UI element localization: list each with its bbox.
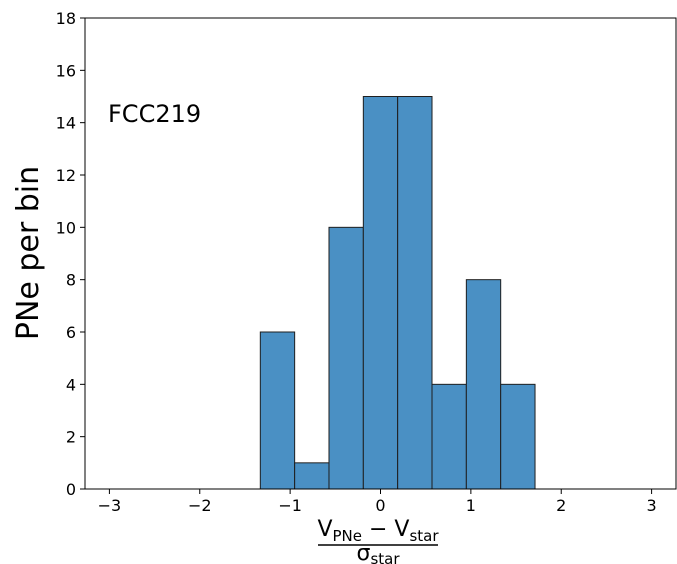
y-axis-ticks: 0 2 4 6 8 10 12 14 16 18: [56, 9, 85, 499]
x-axis-label-numerator: VPNe − Vstar: [317, 517, 439, 545]
histogram-bar: [397, 96, 433, 490]
histogram-bar: [431, 383, 467, 490]
plot-annotation: FCC219: [108, 100, 201, 128]
x-axis-label-denominator: σstar: [356, 541, 400, 564]
x-tick-label: 0: [375, 496, 385, 515]
x-tick-label: 1: [466, 496, 476, 515]
histogram-bar: [259, 331, 296, 490]
y-tick-label: 8: [66, 271, 76, 290]
x-tick-label: 3: [647, 496, 657, 515]
y-tick-label: 12: [56, 166, 76, 185]
histogram-bar: [328, 226, 364, 490]
y-tick-label: 16: [56, 61, 76, 80]
y-tick-label: 2: [66, 428, 76, 447]
y-tick-label: 10: [56, 218, 76, 237]
histogram-bars: [259, 96, 536, 490]
x-axis-ticks: −3 −2 −1 0 1 2 3: [98, 489, 657, 515]
y-tick-label: 14: [56, 114, 76, 133]
y-tick-label: 4: [66, 375, 76, 394]
histogram-bar: [465, 279, 502, 490]
x-tick-label: −2: [188, 496, 212, 515]
y-tick-label: 0: [66, 480, 76, 499]
x-tick-label: −3: [98, 496, 122, 515]
x-tick-label: 2: [556, 496, 566, 515]
histogram-bar: [362, 96, 399, 490]
x-axis-label: VPNe − Vstar σstar: [317, 517, 439, 564]
y-axis-label: PNe per bin: [11, 166, 46, 340]
histogram-bar: [294, 462, 330, 490]
histogram-bar: [500, 383, 536, 490]
x-tick-label: −1: [278, 496, 302, 515]
y-tick-label: 6: [66, 323, 76, 342]
y-tick-label: 18: [56, 9, 76, 28]
